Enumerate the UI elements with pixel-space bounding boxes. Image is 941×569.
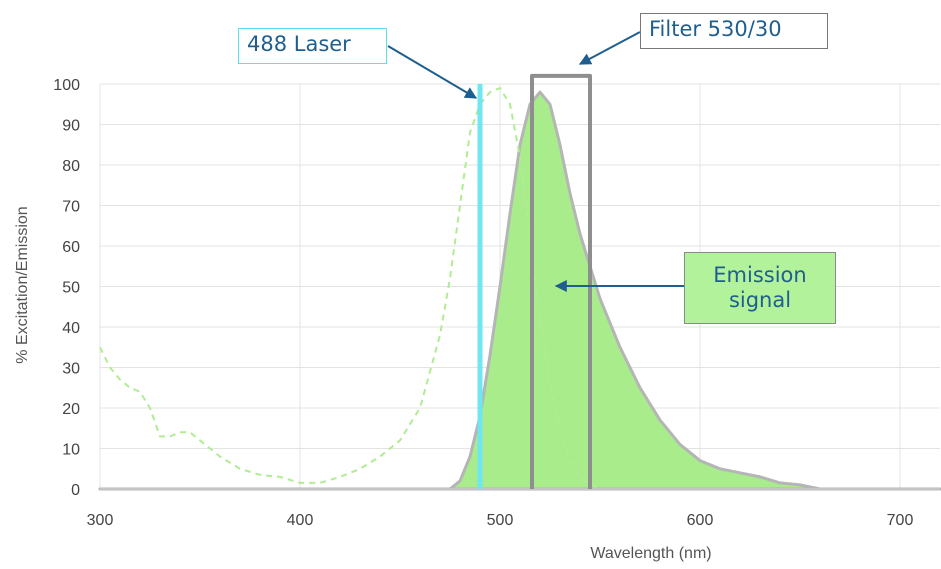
x-tick-label: 300: [87, 512, 114, 529]
y-tick-label: 10: [62, 442, 80, 459]
y-tick-label: 100: [53, 77, 80, 94]
x-axis-title: Wavelength (nm): [590, 545, 711, 562]
y-tick-label: 60: [62, 239, 80, 256]
filter-band: [530, 73, 592, 489]
y-tick-label: 20: [62, 401, 80, 418]
y-tick-label: 0: [71, 482, 80, 499]
laser-arrow: [387, 45, 478, 99]
y-tick-label: 50: [62, 280, 80, 297]
excitation-curve: [99, 86, 601, 490]
y-tick-label: 40: [62, 320, 80, 337]
y-tick-label: 90: [62, 118, 80, 135]
overlay-layer: [100, 73, 940, 490]
annotation-arrows: [387, 31, 684, 292]
emission-label-line2: signal: [728, 288, 792, 312]
y-tick-label: 80: [62, 158, 80, 175]
x-tick-label: 600: [687, 512, 714, 529]
emission-signal-callout: Emission signal: [684, 252, 836, 324]
y-axis-title: % Excitation/Emission: [14, 206, 31, 363]
tick-labels: 0 10 20 30 40 50 60 70 80 90 100 300 400 500 600 700: [53, 77, 913, 529]
laser-callout: 488 Laser: [238, 28, 387, 64]
x-tick-label: 700: [887, 512, 914, 529]
y-tick-label: 70: [62, 199, 80, 216]
x-tick-label: 400: [287, 512, 314, 529]
y-tick-label: 30: [62, 361, 80, 378]
emission-label-line1: Emission: [713, 262, 807, 287]
filter-label: Filter 530/30: [649, 17, 782, 41]
emission-area: [98, 90, 941, 491]
x-tick-label: 500: [487, 512, 514, 529]
laser-label: 488 Laser: [247, 32, 351, 56]
excitation-curve-layer: [99, 86, 601, 490]
filter-callout: Filter 530/30: [640, 13, 828, 49]
emission-area-layer: [98, 90, 941, 491]
filter-arrow: [578, 31, 641, 65]
